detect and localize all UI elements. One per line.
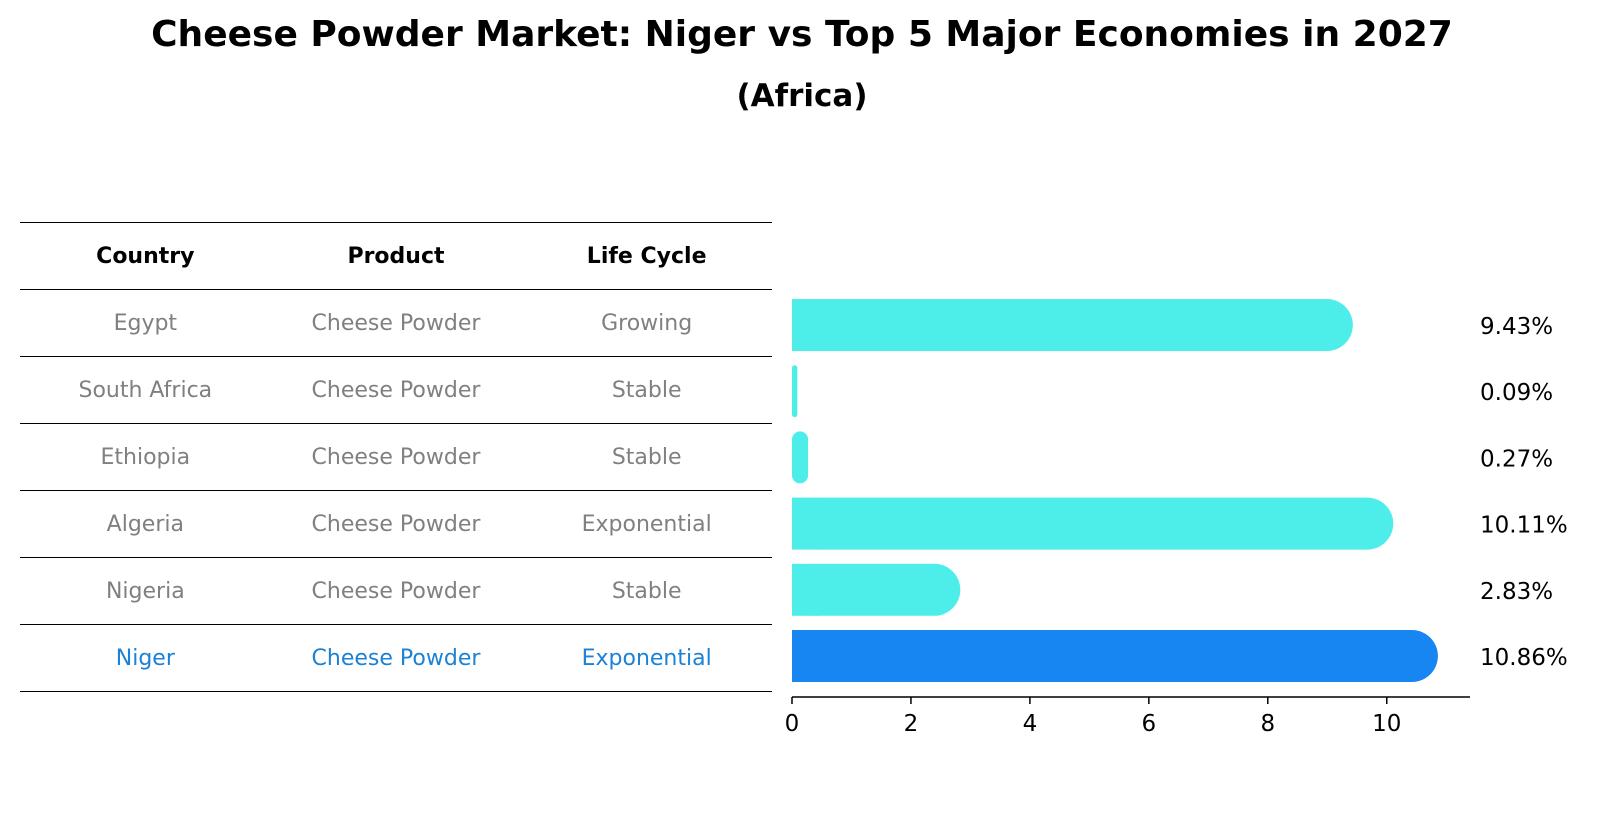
bar-algeria [792, 497, 1394, 550]
cell-product: Cheese Powder [270, 557, 522, 625]
cell-life-cycle: Exponential [521, 490, 772, 558]
cell-product: Cheese Powder [270, 490, 522, 558]
cell-life-cycle: Stable [521, 557, 772, 625]
data-table: Country Product Life Cycle Egypt Cheese … [20, 222, 772, 692]
table-row-highlight: Niger Cheese Powder Exponential [20, 624, 772, 692]
bar-left-fill [792, 630, 818, 682]
table-row: Nigeria Cheese Powder Stable [20, 557, 772, 625]
cell-country: South Africa [20, 356, 271, 424]
cell-life-cycle: Stable [521, 423, 772, 491]
table-row: Ethiopia Cheese Powder Stable [20, 423, 772, 491]
header-product: Product [270, 222, 522, 290]
value-label: 0.09% [1480, 380, 1553, 406]
bar-south-africa [792, 365, 798, 418]
x-tick-label: 10 [1372, 711, 1401, 737]
cell-country: Nigeria [20, 557, 271, 625]
table-header-row: Country Product Life Cycle [20, 222, 772, 290]
x-tick-label: 6 [1142, 711, 1157, 737]
value-label: 0.27% [1480, 446, 1553, 472]
cell-country: Algeria [20, 490, 271, 558]
value-label: 2.83% [1480, 579, 1553, 605]
bar-left-fill [792, 497, 818, 550]
cell-country: Ethiopia [20, 423, 271, 491]
cell-country: Niger [20, 624, 271, 692]
bar-egypt [792, 299, 1353, 351]
cell-product: Cheese Powder [270, 289, 522, 357]
x-tick-label: 4 [1023, 711, 1038, 737]
table-row: Algeria Cheese Powder Exponential [20, 490, 772, 558]
chart-subtitle: (Africa) [736, 78, 868, 114]
cell-life-cycle: Exponential [521, 624, 772, 692]
bar-ethiopia [792, 431, 809, 484]
bar-nigeria [792, 563, 961, 616]
table-row: Egypt Cheese Powder Growing [20, 289, 772, 357]
bar-left-fill [792, 299, 818, 351]
value-label: 9.43% [1480, 314, 1553, 340]
cell-product: Cheese Powder [270, 423, 522, 491]
value-label: 10.11% [1480, 513, 1568, 539]
x-tick-label: 0 [785, 711, 800, 737]
value-label: 10.86% [1480, 645, 1568, 671]
header-life-cycle: Life Cycle [521, 222, 772, 290]
x-tick-label: 2 [904, 711, 919, 737]
cell-product: Cheese Powder [270, 356, 522, 424]
header-country: Country [20, 222, 271, 290]
x-tick-label: 8 [1260, 711, 1275, 737]
table-row: South Africa Cheese Powder Stable [20, 356, 772, 424]
cell-life-cycle: Growing [521, 289, 772, 357]
cell-country: Egypt [20, 289, 271, 357]
cell-product: Cheese Powder [270, 624, 522, 692]
chart-title: Cheese Powder Market: Niger vs Top 5 Maj… [151, 14, 1453, 55]
bar-left-fill [792, 563, 818, 616]
bar-niger [792, 630, 1438, 682]
